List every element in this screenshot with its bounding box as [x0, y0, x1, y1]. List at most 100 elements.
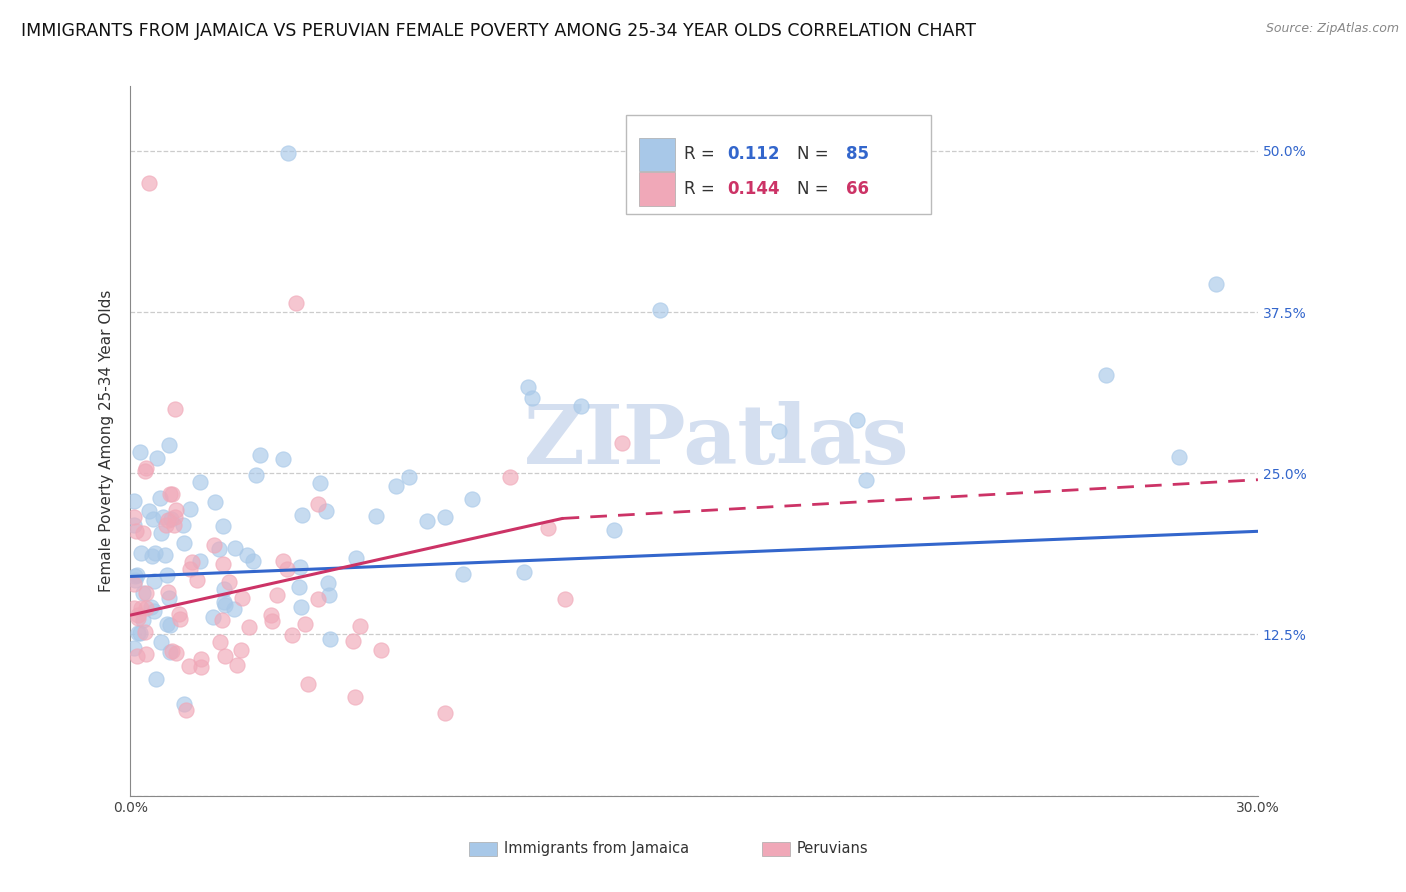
Immigrants from Jamaica [208, 541, 231, 556]
Text: ZIPatlas: ZIPatlas [524, 401, 910, 481]
Peruvians [276, 562, 298, 576]
Immigrants from Jamaica [122, 518, 145, 533]
Peruvians [214, 648, 236, 663]
Peruvians [190, 659, 212, 673]
Immigrants from Jamaica [138, 504, 160, 518]
Immigrants from Jamaica [149, 525, 172, 540]
Immigrants from Jamaica [416, 514, 439, 528]
Immigrants from Jamaica [855, 473, 877, 487]
Peruvians [294, 616, 316, 631]
Peruvians [177, 658, 200, 673]
Immigrants from Jamaica [309, 475, 332, 490]
Immigrants from Jamaica [224, 541, 246, 556]
Immigrants from Jamaica [385, 479, 408, 493]
Immigrants from Jamaica [434, 509, 457, 524]
Peruvians [211, 613, 233, 627]
Peruvians [212, 557, 235, 571]
Peruvians [342, 634, 364, 648]
Peruvians [610, 436, 633, 450]
Immigrants from Jamaica [139, 600, 162, 615]
Peruvians [160, 487, 183, 501]
Peruvians [127, 611, 149, 625]
Peruvians [281, 628, 304, 642]
Immigrants from Jamaica [142, 574, 165, 589]
Peruvians [343, 690, 366, 704]
Peruvians [125, 648, 148, 663]
Immigrants from Jamaica [516, 380, 538, 394]
Immigrants from Jamaica [125, 567, 148, 582]
Text: IMMIGRANTS FROM JAMAICA VS PERUVIAN FEMALE POVERTY AMONG 25-34 YEAR OLDS CORRELA: IMMIGRANTS FROM JAMAICA VS PERUVIAN FEMA… [21, 22, 976, 40]
Peruvians [122, 601, 145, 615]
Peruvians [307, 591, 329, 606]
Immigrants from Jamaica [173, 697, 195, 711]
Text: N =: N = [797, 145, 834, 163]
Immigrants from Jamaica [128, 445, 150, 459]
Immigrants from Jamaica [344, 550, 367, 565]
Immigrants from Jamaica [1167, 450, 1189, 464]
Text: 85: 85 [845, 145, 869, 163]
Peruvians [370, 642, 392, 657]
Immigrants from Jamaica [143, 605, 166, 619]
Immigrants from Jamaica [145, 673, 167, 687]
Peruvians [284, 296, 307, 310]
Peruvians [231, 591, 253, 606]
Peruvians [135, 460, 157, 475]
Immigrants from Jamaica [315, 504, 337, 518]
Immigrants from Jamaica [122, 641, 145, 656]
Text: Immigrants from Jamaica: Immigrants from Jamaica [503, 841, 689, 856]
Immigrants from Jamaica [149, 491, 172, 505]
Peruvians [202, 538, 225, 552]
Peruvians [231, 642, 253, 657]
Peruvians [167, 607, 190, 622]
Immigrants from Jamaica [152, 510, 174, 524]
Immigrants from Jamaica [124, 494, 146, 508]
Immigrants from Jamaica [132, 586, 155, 600]
Immigrants from Jamaica [146, 451, 169, 466]
Immigrants from Jamaica [318, 576, 340, 591]
Peruvians [349, 619, 371, 633]
Peruvians [160, 644, 183, 658]
Immigrants from Jamaica [124, 573, 146, 587]
Peruvians [135, 586, 157, 600]
Immigrants from Jamaica [157, 591, 180, 605]
Peruvians [190, 651, 212, 665]
Peruvians [307, 497, 329, 511]
Peruvians [163, 517, 186, 532]
Immigrants from Jamaica [318, 588, 340, 602]
Immigrants from Jamaica [214, 595, 236, 609]
Immigrants from Jamaica [160, 512, 183, 526]
Peruvians [260, 607, 283, 622]
Immigrants from Jamaica [1205, 277, 1227, 291]
Immigrants from Jamaica [131, 546, 153, 560]
Peruvians [156, 512, 179, 526]
Immigrants from Jamaica [150, 635, 173, 649]
Immigrants from Jamaica [202, 610, 225, 624]
Immigrants from Jamaica [214, 582, 236, 596]
Peruvians [186, 574, 208, 588]
Peruvians [165, 503, 187, 517]
Peruvians [165, 401, 187, 416]
Immigrants from Jamaica [451, 566, 474, 581]
Immigrants from Jamaica [569, 399, 592, 413]
Peruvians [208, 634, 231, 648]
Immigrants from Jamaica [242, 554, 264, 568]
Peruvians [218, 574, 240, 589]
Immigrants from Jamaica [1095, 368, 1118, 382]
Immigrants from Jamaica [364, 508, 387, 523]
Peruvians [433, 706, 456, 721]
Peruvians [262, 614, 284, 628]
Y-axis label: Female Poverty Among 25-34 Year Olds: Female Poverty Among 25-34 Year Olds [100, 290, 114, 592]
Immigrants from Jamaica [173, 536, 195, 550]
Immigrants from Jamaica [127, 626, 149, 640]
Immigrants from Jamaica [188, 475, 211, 490]
Immigrants from Jamaica [214, 599, 236, 613]
Peruvians [165, 646, 187, 660]
Text: 0.144: 0.144 [727, 180, 779, 198]
Peruvians [554, 592, 576, 607]
Immigrants from Jamaica [222, 602, 245, 616]
Peruvians [536, 521, 558, 535]
Immigrants from Jamaica [602, 523, 624, 537]
Immigrants from Jamaica [129, 625, 152, 640]
Peruvians [122, 577, 145, 591]
Peruvians [135, 601, 157, 615]
